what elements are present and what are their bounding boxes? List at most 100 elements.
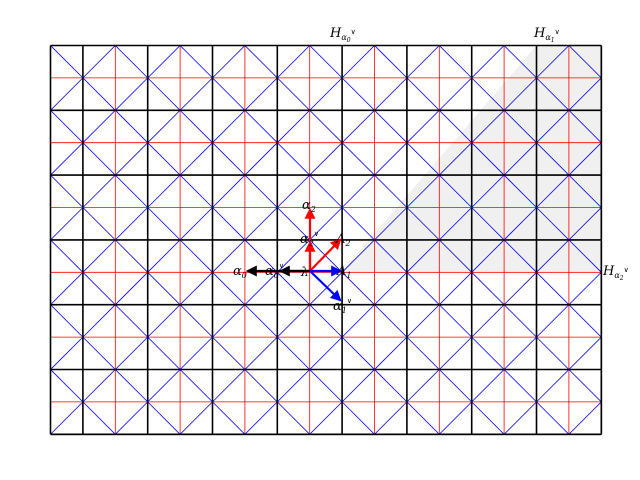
diagonal-line xyxy=(213,467,278,480)
coarse-black-grid xyxy=(49,44,603,436)
diagonal-line xyxy=(342,0,407,13)
diagonal-line xyxy=(601,271,602,273)
diagonal-line xyxy=(503,401,537,435)
diagonal-line xyxy=(213,0,278,13)
diagonal-line xyxy=(277,467,342,480)
lambda2-label: Λ2 xyxy=(335,232,350,248)
diagonal-line xyxy=(148,0,213,13)
diagonal-line xyxy=(438,401,472,435)
diagonal-line xyxy=(82,401,116,435)
diagonal-line xyxy=(341,401,376,435)
diagonal-line xyxy=(277,0,342,13)
diagonal-line xyxy=(114,401,148,435)
diagonal-line xyxy=(472,0,537,13)
diagonal-line xyxy=(373,401,408,435)
diagonal-line xyxy=(0,0,18,13)
diagonal-line xyxy=(0,272,18,337)
diagonal-line xyxy=(83,0,148,13)
diagonal-line xyxy=(601,402,640,467)
diagonal-line xyxy=(407,467,472,480)
diagonal-line xyxy=(148,0,213,13)
diagonal-line xyxy=(244,401,278,435)
diagonal-line xyxy=(0,208,18,273)
diagonal-line xyxy=(18,0,83,13)
diagonal-line xyxy=(601,467,640,480)
diagonal-line xyxy=(0,78,18,143)
diagonal-line xyxy=(601,77,602,79)
diagonal-line xyxy=(277,467,342,480)
diagonal-line xyxy=(0,143,18,208)
diagonal-line xyxy=(212,401,246,435)
diagonal-line xyxy=(601,77,602,78)
diagonal-line xyxy=(407,0,472,13)
diagonal-line xyxy=(0,13,18,78)
alpha2-coroot-label: α2∨ xyxy=(300,230,319,248)
diagonal-line xyxy=(601,207,602,209)
diagonal-line xyxy=(148,467,213,480)
diagonal-line xyxy=(568,401,602,435)
diagonal-line xyxy=(0,467,18,480)
diagonal-line xyxy=(0,337,18,402)
diagonal-line xyxy=(0,208,18,273)
diagonal-line xyxy=(601,401,602,403)
diagonal-line xyxy=(83,467,148,480)
hyperplane-h1-label: Hα1∨ xyxy=(533,26,560,44)
diagonal-line xyxy=(601,206,602,208)
diagonal-line xyxy=(537,0,602,13)
diagonal-line xyxy=(406,401,440,435)
diagonal-line xyxy=(601,0,640,13)
diagonal-line xyxy=(0,402,18,467)
diagonal-line xyxy=(147,401,181,435)
diagonal-line xyxy=(309,401,343,435)
diagonal-line xyxy=(18,467,83,480)
diagonal-line xyxy=(18,0,83,13)
diagonal-line xyxy=(601,336,602,338)
diagonal-line xyxy=(537,467,602,480)
alpha2-label: α2 xyxy=(302,198,316,214)
diagonal-line xyxy=(601,272,602,273)
diagonal-line xyxy=(472,0,537,13)
diagonal-line xyxy=(601,337,602,338)
diagonal-line xyxy=(148,467,213,480)
diagonal-line xyxy=(213,467,278,480)
diagonal-line xyxy=(601,401,602,402)
hyperplane-h0-label: Hα0∨ xyxy=(329,26,356,44)
diagonal-line xyxy=(342,467,407,480)
diagonal-line xyxy=(472,467,537,480)
diagonal-line xyxy=(407,0,472,13)
diagonal-line xyxy=(0,467,18,480)
diagonal-line xyxy=(213,0,278,13)
diagonal-line xyxy=(0,272,18,337)
alpha1-coroot-label: α1∨ xyxy=(333,297,352,315)
diagonal-line xyxy=(601,467,640,480)
diagonal-line xyxy=(537,0,602,13)
diagonal-line xyxy=(0,143,18,208)
diagonal-line xyxy=(471,401,505,435)
lambda1-label: Λ1 xyxy=(336,264,351,280)
hyperplane-h2-label: Hα2∨ xyxy=(602,264,629,282)
diagonal-line xyxy=(277,0,342,13)
diagonal-line xyxy=(536,401,570,435)
alpha0-coroot-label: α0∨ xyxy=(265,262,284,280)
diagonal-line xyxy=(342,0,407,13)
diagonal-line xyxy=(0,337,18,402)
alpha1-coroot-arrow xyxy=(309,270,342,302)
origin-label: λ xyxy=(300,265,309,279)
diagonal-line xyxy=(179,401,213,435)
diagonal-line xyxy=(0,0,18,13)
diagonal-line xyxy=(407,467,472,480)
diagonal-line xyxy=(277,401,311,435)
diagonal-line xyxy=(0,78,18,143)
diagonal-line xyxy=(83,0,148,13)
diagonal-line xyxy=(342,467,407,480)
diagonal-line xyxy=(601,142,602,143)
diagonal-line xyxy=(0,402,18,467)
diagonal-line xyxy=(83,467,148,480)
diagonal-line xyxy=(601,13,640,78)
lambda2-arrow xyxy=(309,238,342,272)
diagonal-line xyxy=(537,467,602,480)
alpha0-label: α0 xyxy=(233,264,247,280)
diagonal-line xyxy=(50,401,84,435)
diagonal-line xyxy=(472,467,537,480)
